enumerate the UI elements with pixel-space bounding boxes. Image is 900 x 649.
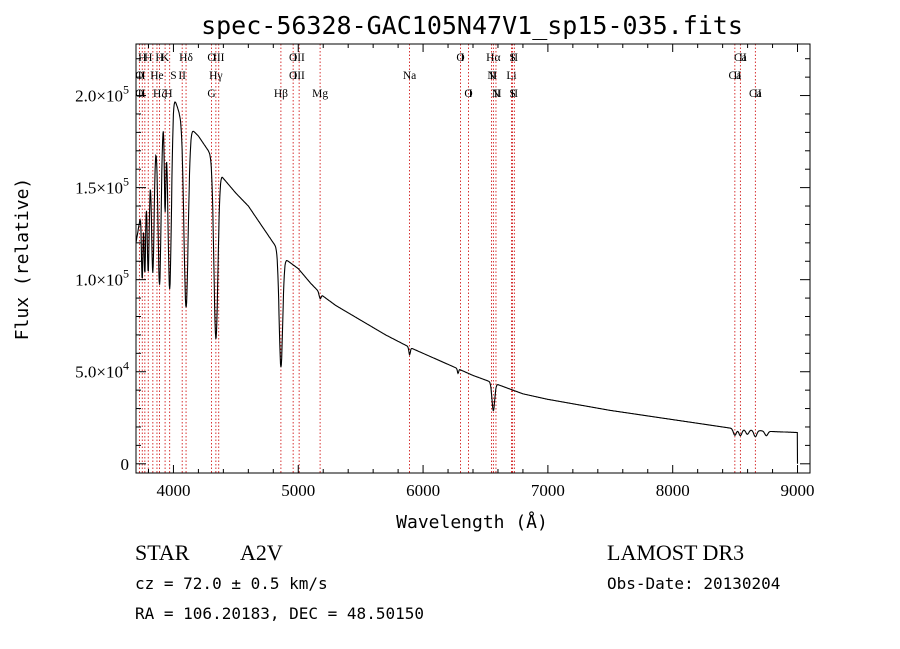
object-class: STAR [135,540,190,565]
line-label: II [739,52,747,64]
y-tick-label: 5.0×104 [75,359,129,382]
line-label: O [289,52,297,64]
line-label: II [494,88,502,100]
line-label: Na [403,70,416,82]
line-label: II [490,70,498,82]
emission-line-markers [138,44,756,473]
spectrum-line [135,101,799,464]
line-label: O [289,70,297,82]
x-tick-label: 5000 [281,481,315,500]
line-label: O [464,88,472,100]
y-axis-label: Flux (relative) [12,178,33,341]
y-tick-exponent: 5 [123,175,129,189]
y-tick-exponent: 4 [123,359,129,373]
chart-title: spec-56328-GAC105N47V1_sp15-035.fits [201,11,743,40]
survey-name: LAMOST DR3 [607,540,745,565]
x-tick-label: 8000 [656,481,690,500]
redshift-velocity: cz = 72.0 ± 0.5 km/s [135,574,328,593]
line-label: O [456,52,464,64]
line-label: Hδ [179,52,193,64]
y-tick-label: 1.0×105 [75,267,129,290]
line-label: Li [506,70,516,82]
line-label: G [207,88,215,100]
line-label: H [138,52,146,64]
line-label: O [135,88,143,100]
y-tick-exponent: 5 [123,267,129,281]
line-label: S [509,52,515,64]
line-label: He [150,70,163,82]
y-tick-mantissa: 0 [121,455,130,474]
y-tick-label: 0 [121,455,130,474]
line-label: II [178,70,186,82]
line-label: I [469,88,473,100]
line-label: III [213,52,225,64]
line-label: O [135,70,143,82]
line-label: Ca [734,52,747,64]
y-tick-mantissa: 1.5×10 [75,179,123,198]
line-label: II [138,70,146,82]
line-label: II [510,52,518,64]
line-label: H [164,88,172,100]
line-label: Mg [312,88,328,100]
plot-frame [135,43,811,474]
line-label: III [293,70,305,82]
y-tick-mantissa: 1.0×10 [75,271,123,290]
observation-date: Obs-Date: 20130204 [607,574,781,593]
line-label: N [492,88,501,100]
line-label: H [144,52,152,64]
line-label: II [138,88,146,100]
line-label: Ca [749,88,762,100]
coordinates: RA = 106.20183, DEC = 48.50150 [135,604,424,623]
line-label: II [734,70,742,82]
x-axis-label: Wavelength (Å) [396,511,548,533]
line-label: N [487,70,496,82]
line-label: I [460,52,464,64]
line-label: II [754,88,762,100]
x-tick-label: 9000 [781,481,815,500]
y-tick-mantissa: 2.0×10 [75,87,123,106]
y-tick-label: 2.0×105 [75,83,129,106]
x-tick-label: 4000 [156,481,190,500]
line-label: O [207,52,215,64]
x-tick-label: 6000 [406,481,440,500]
line-label: Ca [728,70,741,82]
line-label: Hα [486,52,500,64]
y-tick-mantissa: 5.0×10 [75,363,123,382]
line-label: Hβ [274,88,288,100]
line-label: Hγ [209,70,222,82]
line-label: III [293,52,305,64]
x-tick-label: 7000 [531,481,565,500]
line-label: K [161,52,170,64]
object-subclass: A2V [240,540,283,565]
line-label: H [155,52,163,64]
line-label: S [170,70,176,82]
line-label: S [509,88,515,100]
line-label: Hζ [153,88,166,100]
y-tick-label: 1.5×105 [75,175,129,198]
line-label: II [510,88,518,100]
x-axis-ticks: 4000 5000 6000 7000 8000 9000 [147,44,815,500]
y-tick-exponent: 5 [123,83,129,97]
